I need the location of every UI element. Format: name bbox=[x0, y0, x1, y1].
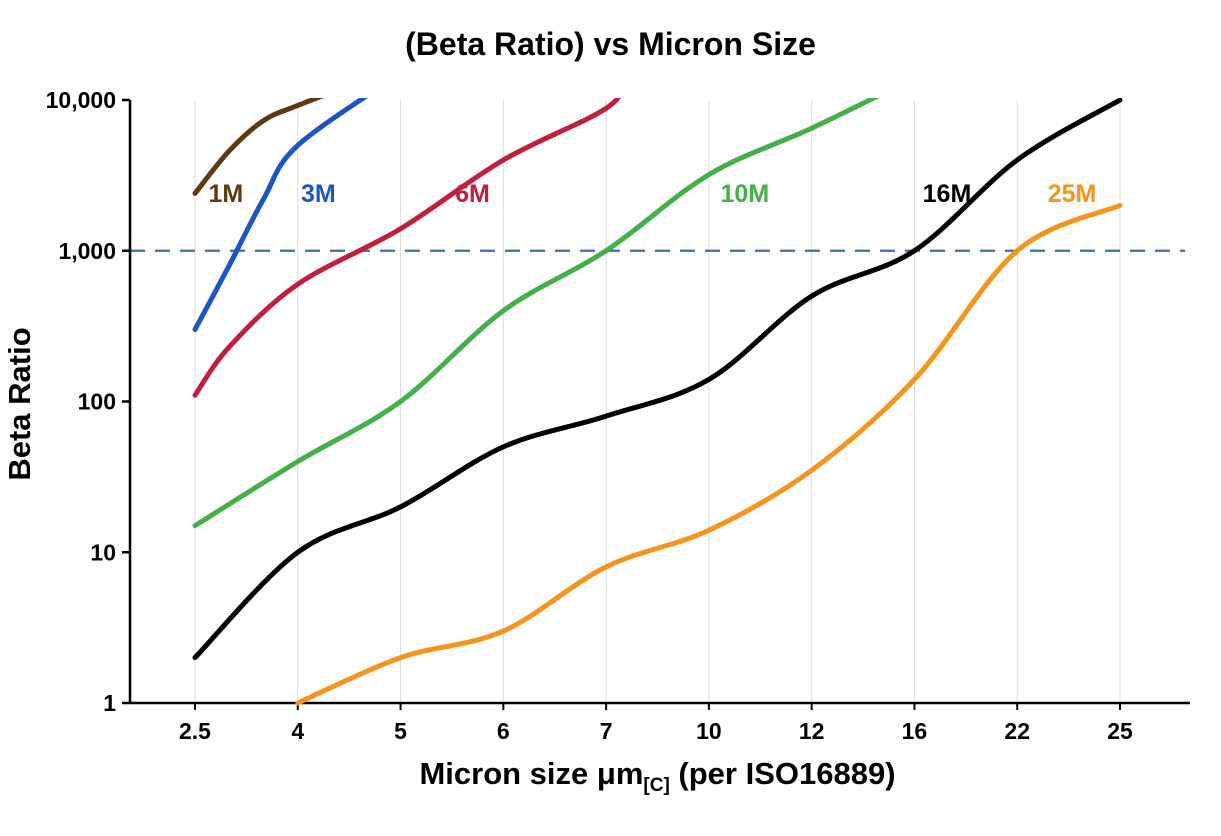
series-line-3M bbox=[192, 98, 368, 333]
x-axis-title-rest: (per ISO16889) bbox=[669, 756, 896, 791]
series-line-10M bbox=[192, 98, 880, 529]
x-tick-label: 4 bbox=[291, 718, 304, 744]
chart-title: (Beta Ratio) vs Micron Size bbox=[405, 26, 816, 62]
series-label-3M: 3M bbox=[301, 180, 336, 208]
series-label-1M: 1M bbox=[208, 180, 243, 208]
series-label-25M: 25M bbox=[1048, 180, 1097, 208]
x-tick-label: 22 bbox=[1004, 718, 1030, 744]
x-tick-label: 7 bbox=[600, 718, 613, 744]
x-tick-label: 12 bbox=[799, 718, 825, 744]
series-line-1M bbox=[192, 98, 324, 196]
series-line-16M bbox=[192, 98, 1123, 661]
x-axis-title-main: Micron size μm bbox=[419, 756, 644, 791]
y-tick-label: 1,000 bbox=[58, 238, 116, 264]
series-group bbox=[192, 98, 1123, 706]
y-tick-label: 1 bbox=[103, 690, 116, 716]
series-label-6M: 6M bbox=[455, 180, 490, 208]
series-line-25M bbox=[295, 202, 1123, 706]
x-axis-title: Micron size μm[C] (per ISO16889) bbox=[130, 756, 1185, 797]
x-tick-label: 10 bbox=[696, 718, 722, 744]
y-tick-label: 10 bbox=[90, 539, 116, 565]
x-tick-label: 6 bbox=[497, 718, 510, 744]
series-label-16M: 16M bbox=[923, 180, 972, 208]
y-tick-label: 10,000 bbox=[46, 87, 116, 113]
x-tick-label: 2.5 bbox=[179, 718, 211, 744]
series-line-6M bbox=[192, 98, 622, 398]
y-tick-label: 100 bbox=[78, 389, 116, 415]
x-tick-label: 25 bbox=[1107, 718, 1133, 744]
x-axis-title-subscript: [C] bbox=[643, 775, 670, 796]
x-tick-label: 16 bbox=[902, 718, 928, 744]
x-tick-label: 5 bbox=[394, 718, 407, 744]
series-label-10M: 10M bbox=[721, 180, 770, 208]
